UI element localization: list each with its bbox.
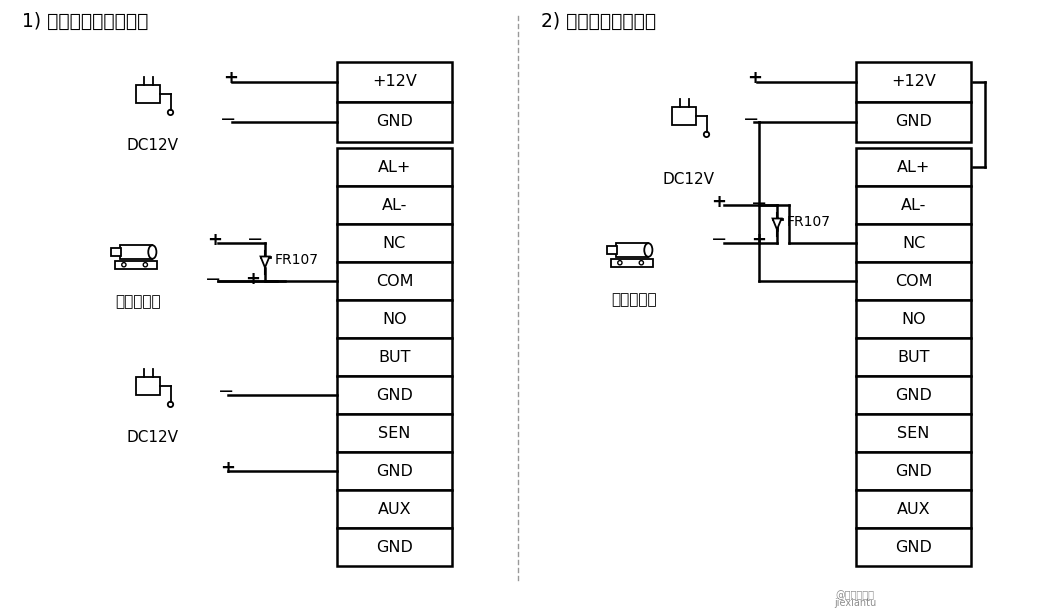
Text: NO: NO <box>901 312 926 326</box>
Text: −: − <box>218 382 234 401</box>
Bar <box>612 259 652 267</box>
Text: DC12V: DC12V <box>663 172 714 187</box>
Bar <box>672 107 696 124</box>
Text: −: − <box>711 231 727 249</box>
Bar <box>337 186 452 224</box>
Bar <box>337 338 452 376</box>
Text: jiexiantu: jiexiantu <box>834 598 876 608</box>
Text: +12V: +12V <box>891 74 936 90</box>
Polygon shape <box>260 256 270 268</box>
Text: +: + <box>245 270 260 288</box>
Text: 2) 设备与锁共用电源: 2) 设备与锁共用电源 <box>541 12 656 31</box>
Text: DC12V: DC12V <box>127 430 179 445</box>
Bar <box>856 224 971 262</box>
Bar <box>856 414 971 452</box>
Text: GND: GND <box>376 539 413 554</box>
Text: −: − <box>205 270 221 289</box>
Text: GND: GND <box>895 539 932 554</box>
Text: +: + <box>220 459 235 477</box>
Text: SEN: SEN <box>379 426 411 440</box>
Bar <box>856 102 971 142</box>
Bar <box>856 490 971 528</box>
Text: +: + <box>751 231 766 249</box>
Text: AUX: AUX <box>377 501 412 517</box>
Bar <box>856 338 971 376</box>
Bar <box>119 245 152 259</box>
Bar <box>856 528 971 566</box>
Text: +: + <box>747 69 762 87</box>
Text: BUT: BUT <box>379 350 411 365</box>
Bar <box>856 262 971 300</box>
Text: −: − <box>751 193 767 212</box>
Bar <box>337 262 452 300</box>
Bar <box>856 186 971 224</box>
Text: NO: NO <box>383 312 407 326</box>
Bar <box>337 414 452 452</box>
Bar <box>115 260 157 269</box>
Text: FR107: FR107 <box>787 215 831 229</box>
Bar <box>337 452 452 490</box>
Text: SEN: SEN <box>897 426 930 440</box>
Text: +: + <box>223 69 239 87</box>
Bar <box>337 102 452 142</box>
Text: NC: NC <box>902 235 925 251</box>
Bar <box>856 148 971 186</box>
Text: AUX: AUX <box>897 501 930 517</box>
Text: AL+: AL+ <box>897 159 930 174</box>
Bar <box>136 85 160 102</box>
Text: 通电常闭锁: 通电常闭锁 <box>611 292 656 307</box>
Bar <box>337 224 452 262</box>
Text: −: − <box>742 110 759 129</box>
Text: DC12V: DC12V <box>127 138 179 153</box>
Bar <box>856 62 971 102</box>
Bar <box>856 300 971 338</box>
Bar <box>607 246 617 254</box>
Text: −: − <box>247 231 263 249</box>
Polygon shape <box>773 218 782 229</box>
Ellipse shape <box>148 245 157 259</box>
Bar <box>337 376 452 414</box>
Bar <box>337 528 452 566</box>
Text: GND: GND <box>376 115 413 129</box>
Text: AL+: AL+ <box>377 159 412 174</box>
Text: BUT: BUT <box>897 350 930 365</box>
Text: +12V: +12V <box>372 74 417 90</box>
Text: +: + <box>207 231 222 249</box>
Text: GND: GND <box>376 387 413 403</box>
Text: −: − <box>220 110 236 129</box>
Text: 1) 设备与锁不共用电源: 1) 设备与锁不共用电源 <box>22 12 148 31</box>
Text: AL-: AL- <box>901 198 926 212</box>
Bar <box>136 376 160 395</box>
Text: 通电常闭锁: 通电常闭锁 <box>115 294 161 309</box>
Text: GND: GND <box>895 115 932 129</box>
Text: +: + <box>711 193 726 211</box>
Text: GND: GND <box>376 464 413 478</box>
Bar <box>337 300 452 338</box>
Text: FR107: FR107 <box>275 253 319 267</box>
Text: GND: GND <box>895 464 932 478</box>
Bar <box>337 62 452 102</box>
Text: COM: COM <box>895 273 932 289</box>
Bar <box>856 376 971 414</box>
Bar <box>856 452 971 490</box>
Text: COM: COM <box>375 273 414 289</box>
Bar <box>111 248 121 256</box>
Text: @羽电智能网: @羽电智能网 <box>836 590 874 600</box>
Bar <box>337 148 452 186</box>
Bar <box>337 490 452 528</box>
Text: AL-: AL- <box>382 198 408 212</box>
Ellipse shape <box>644 243 652 257</box>
Bar <box>616 243 648 257</box>
Text: GND: GND <box>895 387 932 403</box>
Text: NC: NC <box>383 235 407 251</box>
